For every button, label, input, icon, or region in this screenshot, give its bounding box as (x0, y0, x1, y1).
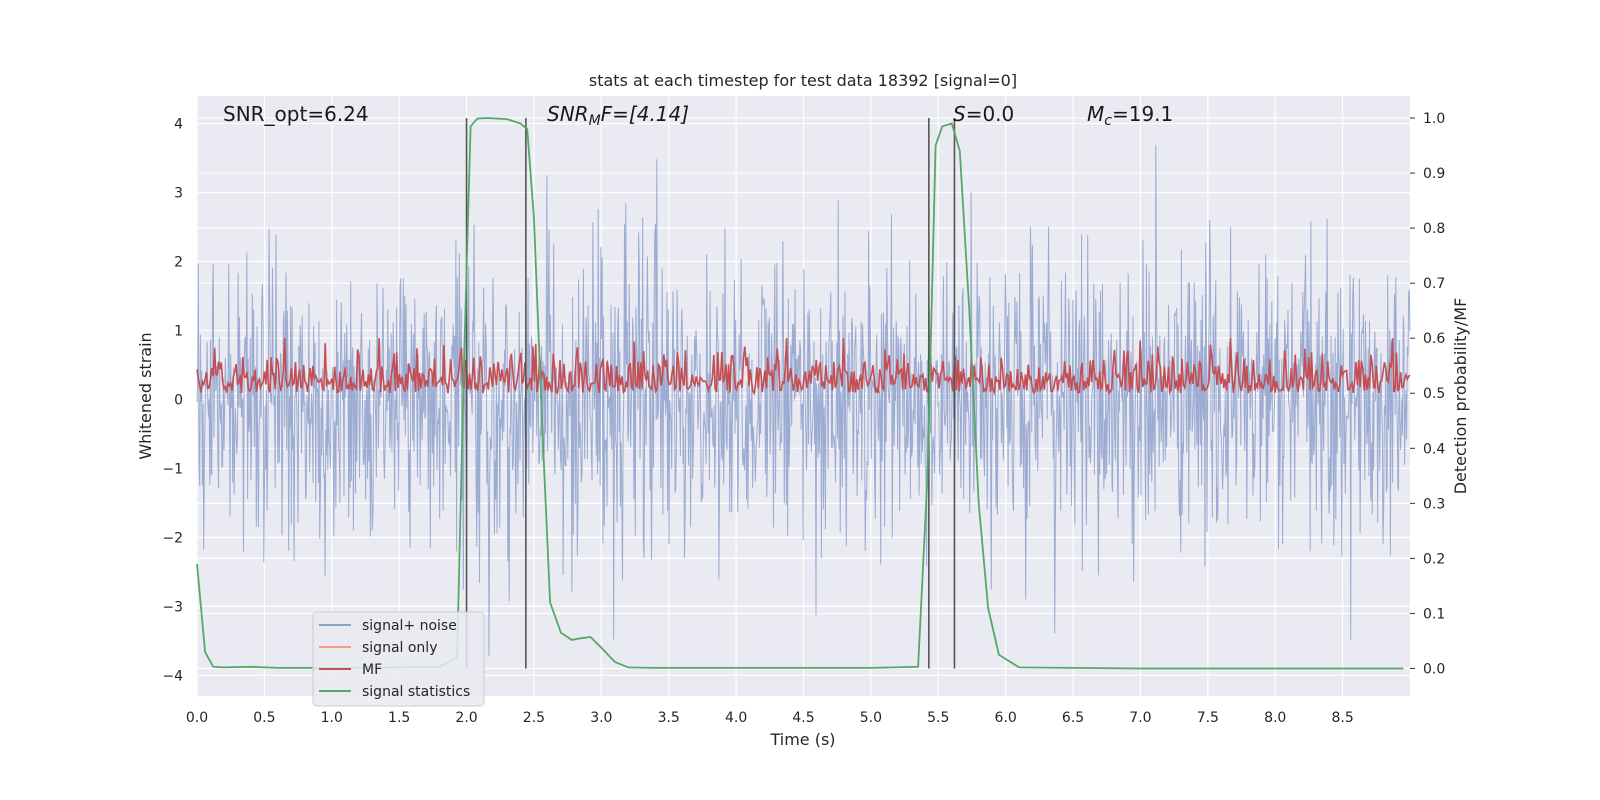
x-tick-label: 4.0 (725, 710, 747, 726)
y-right-tick-label: 0.5 (1423, 386, 1445, 402)
legend-label-mf: MF (362, 662, 382, 678)
y-right-axis-ticks: 1.0 0.9 0.8 0.7 0.6 0.5 0.4 0.3 0.2 0.1 0.0 (1410, 111, 1445, 677)
legend: signal+ noise signal only MF signal stat… (312, 611, 485, 707)
x-axis-label: Time (s) (769, 730, 835, 749)
y-right-tick-label: 0.4 (1423, 441, 1445, 457)
x-tick-label: 2.5 (523, 710, 545, 726)
x-tick-label: 8.0 (1264, 710, 1286, 726)
legend-box (312, 611, 485, 707)
y-right-tick-label: 0.8 (1423, 221, 1445, 237)
x-tick-label: 6.0 (995, 710, 1017, 726)
y-left-tick-label: 4 (174, 117, 183, 133)
signal-noise-line (196, 144, 1411, 657)
y-right-tick-label: 0.1 (1423, 606, 1445, 622)
x-tick-label: 7.5 (1197, 710, 1219, 726)
x-axis-ticks: 0.0 0.5 1.0 1.5 2.0 2.5 3.0 3.5 4.0 4.5 5.0 5.5 6.0 6… (186, 710, 1354, 726)
legend-label-signal-noise: signal+ noise (362, 618, 457, 634)
x-tick-label: 0.5 (253, 710, 275, 726)
s-annotation: S=0.0 (953, 102, 1014, 126)
x-tick-label: 5.5 (927, 710, 949, 726)
x-tick-label: 3.0 (590, 710, 612, 726)
x-tick-label: 0.0 (186, 710, 208, 726)
snr-opt-annotation: SNR_opt=6.24 (223, 102, 369, 126)
mf-series (196, 338, 1411, 396)
y-left-tick-label: −4 (162, 668, 183, 684)
x-tick-label: 2.0 (455, 710, 477, 726)
y-right-axis-label: Detection probability/MF (1451, 298, 1470, 495)
snr-mf-annotation: SNRMF=[4.14] (547, 102, 689, 129)
y-left-tick-label: −1 (162, 461, 183, 477)
y-right-tick-label: 0.7 (1423, 276, 1445, 292)
y-left-tick-label: −2 (162, 530, 183, 546)
x-tick-label: 1.0 (321, 710, 343, 726)
signal-noise-series (196, 144, 1411, 657)
x-tick-label: 3.5 (658, 710, 680, 726)
y-left-tick-label: −3 (162, 599, 183, 615)
x-tick-label: 8.5 (1331, 710, 1353, 726)
y-right-tick-label: 0.9 (1423, 166, 1445, 182)
y-left-tick-label: 1 (174, 323, 183, 339)
y-left-tick-label: 2 (174, 255, 183, 271)
y-right-tick-label: 0.0 (1423, 661, 1445, 677)
mf-line (196, 338, 1411, 396)
x-tick-label: 1.5 (388, 710, 410, 726)
y-right-tick-label: 0.6 (1423, 331, 1445, 347)
y-left-axis-label: Whitened strain (136, 332, 155, 459)
y-right-tick-label: 0.3 (1423, 496, 1445, 512)
x-tick-label: 4.5 (792, 710, 814, 726)
y-left-tick-label: 3 (174, 186, 183, 202)
x-tick-label: 7.0 (1129, 710, 1151, 726)
x-tick-label: 6.5 (1062, 710, 1084, 726)
y-right-tick-label: 0.2 (1423, 551, 1445, 567)
y-right-tick-label: 1.0 (1423, 111, 1445, 127)
chart-title: stats at each timestep for test data 183… (589, 71, 1017, 90)
y-left-tick-label: 0 (174, 392, 183, 408)
legend-label-signal-only: signal only (362, 640, 437, 656)
y-left-axis-ticks: 4 3 2 1 0 −1 −2 −3 −4 (162, 117, 183, 685)
x-tick-label: 5.0 (860, 710, 882, 726)
legend-label-signal-statistics: signal statistics (362, 684, 470, 700)
mc-annotation: Mc=19.1 (1087, 102, 1173, 129)
